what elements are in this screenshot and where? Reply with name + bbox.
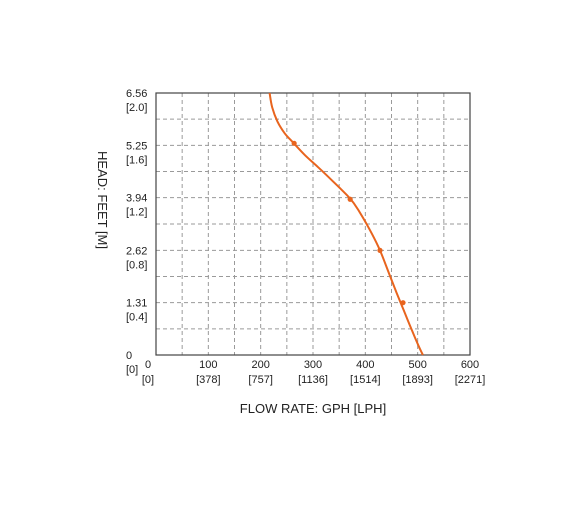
x-tick-label: 600 [461,359,479,371]
curve-marker [347,196,353,202]
y-tick-label: 3.94 [126,193,147,205]
y-tick-label: 6.56 [126,88,147,100]
pump-curve-line [268,92,424,356]
y-tick-sublabel: [0] [126,364,138,376]
x-tick-label: 200 [251,359,269,371]
y-tick-label: 2.62 [126,245,147,257]
y-axis-title: HEAD: FEET [M] [95,151,110,249]
plot-frame [155,92,471,356]
y-tick-label: 5.25 [126,140,147,152]
curve-marker [291,140,297,146]
x-tick-sublabel: [1514] [350,374,381,386]
x-tick-label: 500 [408,359,426,371]
y-tick-label: 0 [126,350,132,362]
tick-layer: 0 [0] 100 [378] 200 [757] 300 [1136] 400 [1514] 50… [126,88,485,386]
x-tick-sublabel: [1136] [298,374,328,386]
x-tick-sublabel: [1893] [402,374,433,386]
curve-marker [377,247,383,253]
x-tick-sublabel: [2271] [455,374,486,386]
y-tick-sublabel: [0.8] [126,259,147,271]
x-tick-label: 0 [145,359,151,371]
grid-layer [156,93,470,355]
x-tick-label: 100 [199,359,217,371]
curve-marker [400,300,406,306]
y-tick-sublabel: [0.4] [126,312,147,324]
x-tick-label: 400 [356,359,374,371]
x-tick-label: 300 [304,359,322,371]
y-tick-sublabel: [1.2] [126,207,147,219]
curve-layer [268,92,424,356]
y-tick-label: 1.31 [126,298,147,310]
y-tick-sublabel: [2.0] [126,102,147,114]
y-tick-sublabel: [1.6] [126,154,147,166]
x-tick-sublabel: [0] [142,374,154,386]
x-tick-sublabel: [757] [248,374,272,386]
x-tick-sublabel: [378] [196,374,220,386]
x-axis-title: FLOW RATE: GPH [LPH] [240,401,386,416]
